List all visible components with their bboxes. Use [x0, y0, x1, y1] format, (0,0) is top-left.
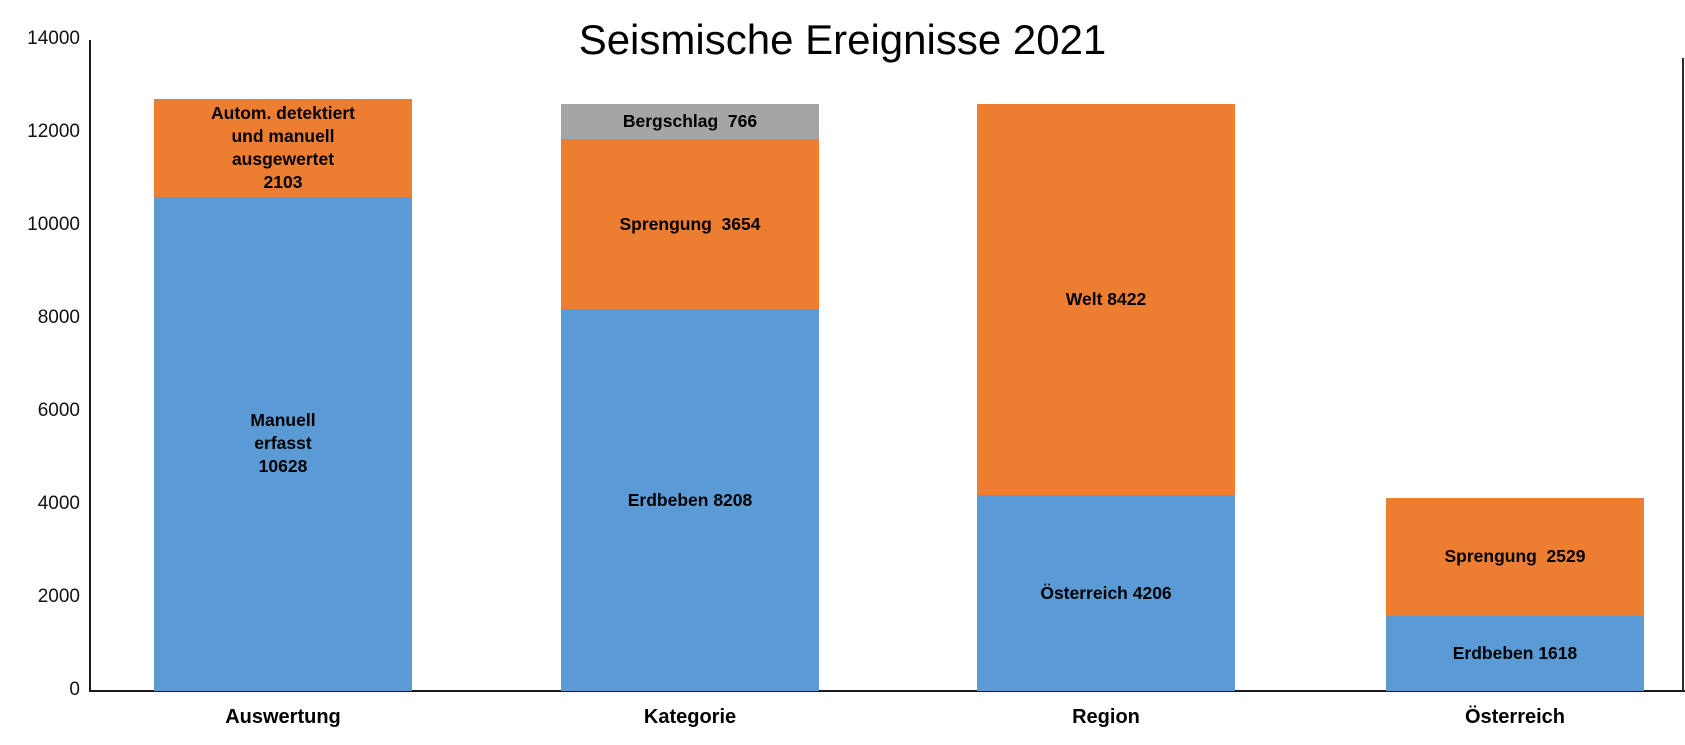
segment-label: Österreich 4206	[1040, 582, 1172, 603]
segment-label: Manuell erfasst 10628	[250, 410, 316, 477]
y-tick-label: 4000	[37, 493, 80, 514]
bar-segment-region-welt: Welt 8422	[977, 103, 1235, 496]
bar-segment-region--sterreich: Österreich 4206	[977, 495, 1235, 691]
segment-label: Sprengung 3654	[619, 213, 761, 234]
y-axis-line	[89, 40, 91, 691]
y-tick-label: 14000	[27, 28, 80, 49]
category-label-auswertung: Auswertung	[225, 706, 341, 728]
y-tick-label: 2000	[37, 586, 80, 607]
segment-label: Bergschlag 766	[622, 111, 758, 132]
category-label-kategorie: Kategorie	[643, 706, 737, 728]
bar-segment-kategorie-bergschlag: Bergschlag 766	[561, 103, 819, 140]
chart-title: Seismische Ereignisse 2021	[578, 16, 1107, 63]
x-axis-line	[89, 690, 1685, 692]
y-tick-label: 8000	[37, 307, 80, 328]
category-label-region: Region	[1072, 706, 1140, 728]
bar-segment-auswertung-manuell-erfasst: Manuell erfasst 10628	[154, 196, 412, 691]
y-tick-label: 12000	[27, 121, 80, 142]
segment-label: Erdbeben 8208	[627, 489, 753, 510]
bar-segment-österreich-erdbeben: Erdbeben 1618	[1386, 615, 1644, 691]
segment-label: Sprengung 2529	[1444, 546, 1586, 567]
bar-segment-kategorie-erdbeben: Erdbeben 8208	[561, 309, 819, 691]
bar-segment-österreich-sprengung: Sprengung 2529	[1386, 498, 1644, 616]
y-tick-label: 6000	[37, 400, 80, 421]
y-tick-label: 10000	[27, 214, 80, 235]
segment-label: Autom. detektiert und manuell ausgewertet 2…	[211, 102, 355, 192]
bar-segment-kategorie-sprengung: Sprengung 3654	[561, 139, 819, 310]
right-border-line	[1682, 58, 1684, 691]
segment-label: Erdbeben 1618	[1452, 642, 1578, 663]
category-label-österreich: Österreich	[1464, 706, 1566, 728]
segment-label: Welt 8422	[1065, 289, 1147, 310]
y-tick-label: 0	[69, 679, 80, 700]
bar-segment-auswertung-autom-detektiert-und-manuell-ausgewertet: Autom. detektiert und manuell ausgewertet 2…	[154, 99, 412, 197]
